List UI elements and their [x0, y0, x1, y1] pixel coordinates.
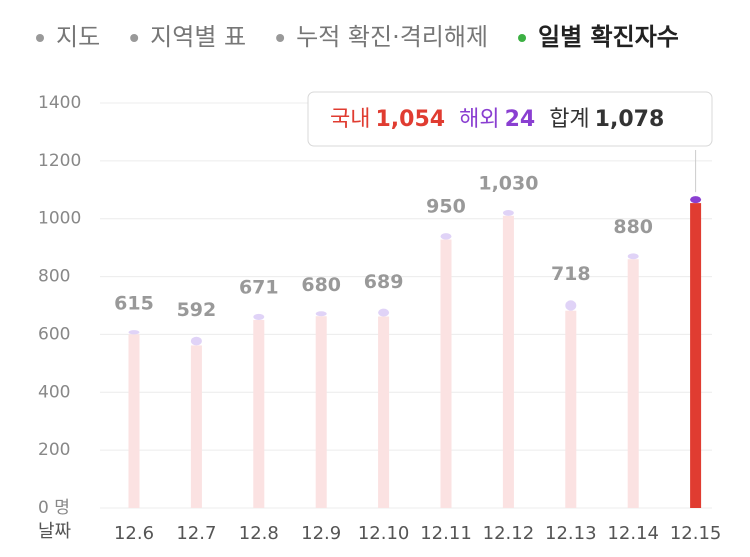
tooltip-value: 24 — [505, 107, 536, 132]
bar-segment[interactable] — [190, 345, 202, 508]
y-tick-label: 1400 — [38, 93, 81, 113]
y-tick-label: 1200 — [38, 151, 81, 171]
tab[interactable]: 일별 확진자수 — [538, 23, 679, 51]
total-label: 950 — [426, 196, 466, 218]
total-label: 1,030 — [478, 173, 538, 195]
x-tick-label: 12.15 — [670, 523, 722, 544]
bar-segment[interactable] — [565, 310, 577, 508]
x-tick-label: 12.6 — [114, 523, 154, 544]
tooltip — [307, 91, 713, 147]
total-label: 671 — [239, 276, 279, 298]
bar-segment[interactable] — [502, 215, 514, 509]
tooltip-value: 1,054 — [375, 107, 445, 132]
tab-bullet — [276, 34, 285, 42]
tab-bullet — [518, 34, 527, 42]
bar-segment[interactable] — [315, 311, 327, 317]
tab[interactable]: 지도 — [56, 23, 100, 51]
x-tick-label: 12.9 — [301, 523, 341, 544]
bar-segment[interactable] — [253, 313, 265, 320]
x-tick-label: 12.11 — [420, 523, 472, 544]
bar-segment[interactable] — [253, 319, 265, 508]
bar-segment[interactable] — [440, 239, 452, 509]
bar-segment[interactable] — [690, 203, 702, 509]
x-tick-label: 12.7 — [176, 523, 216, 544]
bar-segment[interactable] — [565, 300, 577, 311]
total-label: 592 — [177, 299, 217, 321]
total-label: 689 — [364, 271, 404, 293]
tab[interactable]: 지역별 표 — [150, 23, 246, 51]
y-tick-label: 0 명 — [38, 498, 70, 518]
bar-segment[interactable] — [378, 308, 390, 317]
bar-segment[interactable] — [315, 316, 327, 508]
legend-name: 해외 — [459, 107, 499, 132]
bar-segment[interactable] — [502, 210, 514, 216]
y-tick-label: 200 — [38, 440, 70, 460]
tab-bullet — [36, 34, 44, 42]
tab-bullet — [130, 34, 139, 42]
x-tick-label: 12.10 — [358, 523, 410, 544]
y-tick-label: 600 — [38, 324, 70, 344]
legend-name: 국내 — [330, 107, 370, 132]
tooltip-total-value: 1,078 — [595, 107, 665, 132]
tab[interactable]: 누적 확진·격리해제 — [296, 23, 488, 51]
y-tick-label: 800 — [38, 267, 70, 287]
bar-segment[interactable] — [128, 330, 140, 335]
x-tick-label: 12.8 — [239, 523, 279, 544]
tooltip-total-name: 합계 — [549, 107, 589, 132]
tooltip-text: 국내 1,054 해외 24 합계 1,078 — [330, 107, 664, 132]
bar-segment[interactable] — [440, 233, 452, 240]
bar-segment[interactable] — [128, 334, 140, 508]
y-tick-label: 400 — [38, 382, 70, 402]
bar-segment[interactable] — [190, 336, 202, 346]
bar-segment[interactable] — [627, 253, 639, 260]
x-axis-label: 날짜 — [38, 521, 72, 542]
total-label: 615 — [114, 293, 154, 315]
x-tick-label: 12.12 — [483, 523, 535, 544]
total-label: 680 — [301, 274, 341, 296]
bar-segment[interactable] — [690, 196, 702, 204]
bar-segment[interactable] — [627, 259, 639, 508]
y-tick-label: 1000 — [38, 209, 81, 229]
bar-segment[interactable] — [378, 316, 390, 508]
x-tick-label: 12.14 — [607, 523, 659, 544]
total-label: 880 — [613, 216, 653, 238]
total-label: 718 — [551, 263, 591, 285]
x-tick-label: 12.13 — [545, 523, 597, 544]
